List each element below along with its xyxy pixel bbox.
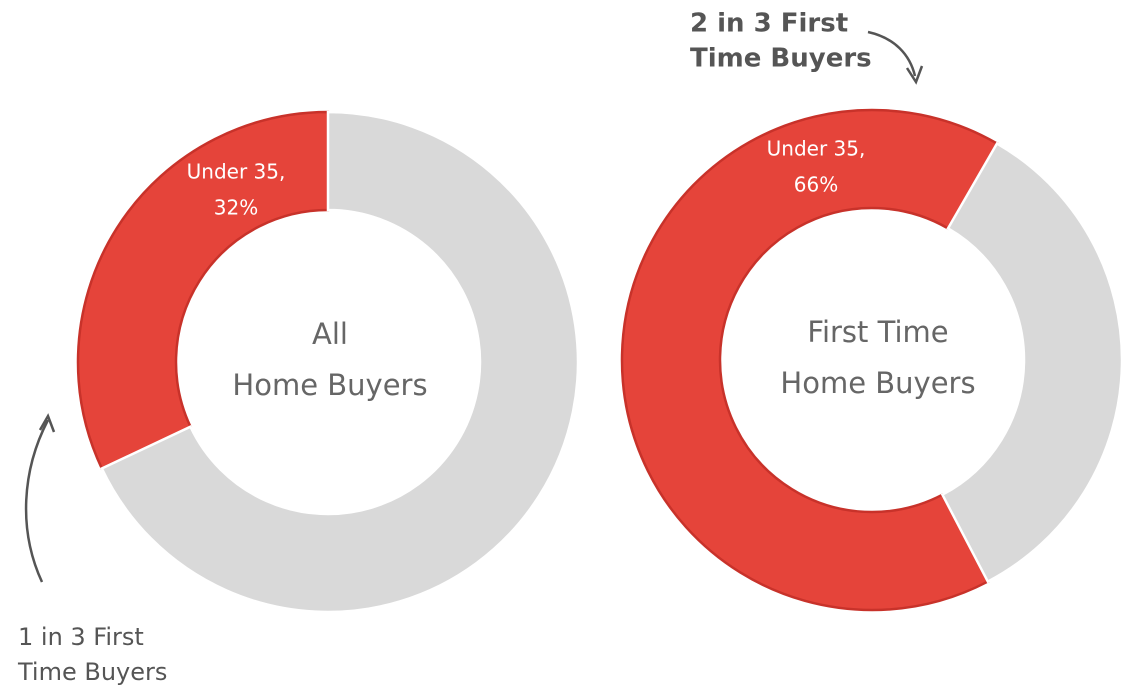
annotation: Time Buyers — [17, 658, 167, 686]
arrow-head — [38, 413, 56, 433]
arrow — [867, 30, 917, 77]
annotation: 1 in 3 First — [18, 623, 144, 651]
center-title: Home Buyers — [780, 366, 975, 400]
arrow-head — [905, 65, 924, 85]
donut-segment — [76, 110, 330, 471]
segment-category: Under 35, — [767, 137, 866, 161]
annotation: Time Buyers — [690, 44, 872, 74]
center-title: All — [312, 317, 348, 351]
segment-category: Under 35, — [187, 160, 286, 184]
annotation: 2 in 3 First — [690, 9, 848, 39]
arrow — [24, 419, 50, 583]
donut-segment — [620, 108, 999, 612]
donut-segment — [100, 110, 580, 614]
segment-value-label: 32% — [214, 196, 258, 220]
center-title: First Time — [807, 315, 948, 349]
segment-value-label: 66% — [794, 173, 838, 197]
donut-segment — [940, 141, 1124, 584]
center-title: Home Buyers — [232, 368, 427, 402]
